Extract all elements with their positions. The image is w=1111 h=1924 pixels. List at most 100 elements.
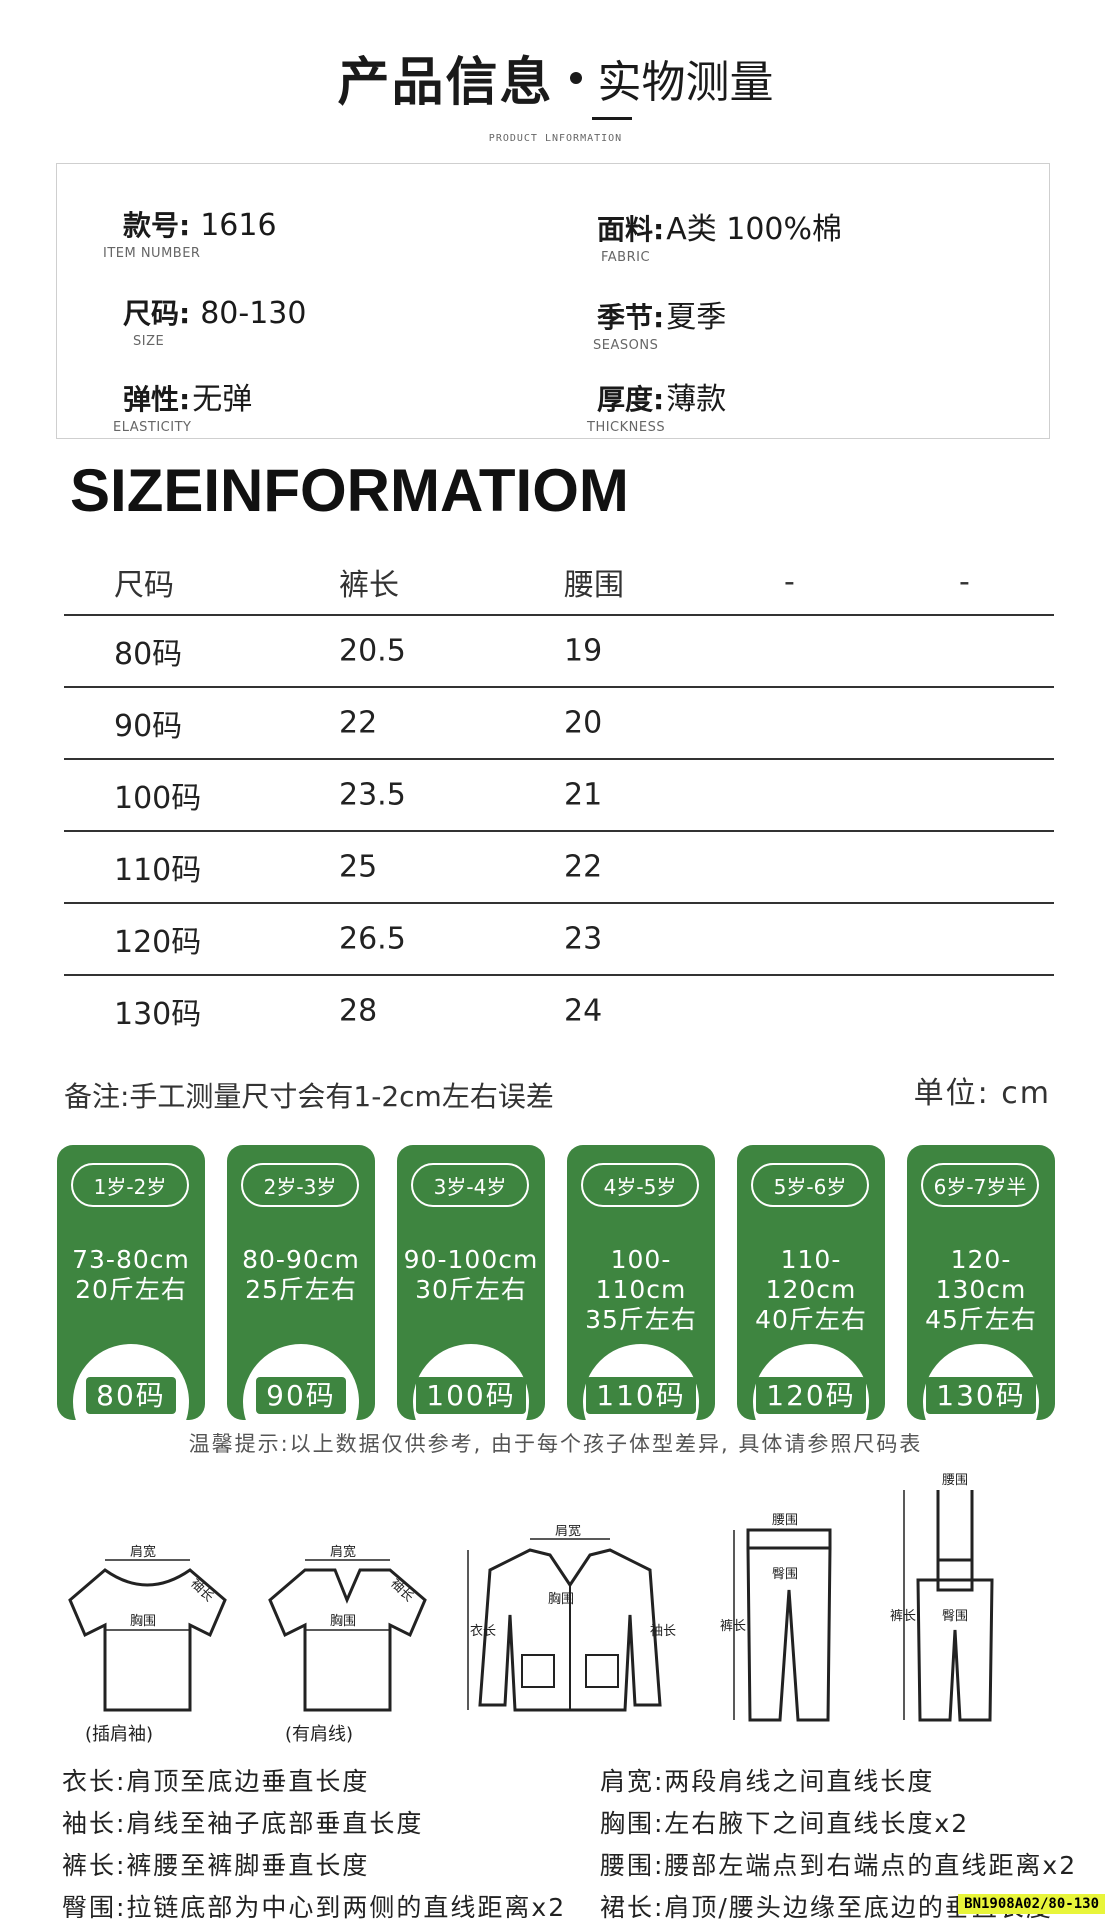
page-header: 产品信息 实物测量 PRODUCT LNFORMATION (0, 40, 1111, 144)
info-size: 尺码: 80-130 SIZE (123, 296, 307, 349)
product-info-box: 款号: 1616 ITEM NUMBER 面料:A类 100%棉 FABRIC 尺… (56, 163, 1050, 439)
sleeve-label: 袖长 (650, 1624, 676, 1639)
waist-cell: 19 (564, 633, 603, 669)
page-subtitle: 实物测量 (591, 46, 774, 120)
shoulder-width-label: 肩宽 (130, 1544, 156, 1560)
size-cell: 120码 (114, 925, 202, 960)
info-season: 季节:夏季 SEASONS (593, 300, 727, 353)
chest-label: 胸围 (548, 1592, 574, 1607)
chest-label: 胸围 (130, 1614, 156, 1629)
page-title-english: PRODUCT LNFORMATION (488, 133, 623, 144)
info-elasticity: 弹性:无弹 ELASTICITY (113, 382, 253, 435)
age-card: 6岁-7岁半 120-130cm 45斤左右 130码 (907, 1145, 1055, 1420)
waist-label: 腰围 (942, 1473, 968, 1488)
measurement-note: 备注:手工测量尺寸会有1-2cm左右误差 (64, 1080, 554, 1113)
product-code-badge: BN1908A02/80-130 (958, 1894, 1105, 1914)
card-size-label: 120码 (737, 1374, 885, 1414)
sleeve-label: 袖长 (187, 1576, 216, 1605)
overalls-diagram: 腰围 臀围 裤长 (890, 1470, 1020, 1734)
pants-length-cell: 26.5 (339, 921, 406, 957)
hip-label: 臀围 (772, 1567, 798, 1582)
shoulder-width-label: 肩宽 (555, 1525, 581, 1539)
body-length-label: 衣长 (470, 1623, 496, 1639)
height-weight: 100-110cm 35斤左右 (585, 1245, 697, 1334)
age-card: 3岁-4岁 90-100cm 30斤左右 100码 (397, 1145, 545, 1420)
raglan-caption: (插肩袖) (85, 1724, 154, 1745)
size-cell: 80码 (114, 637, 183, 672)
shoulder-width-label: 肩宽 (330, 1544, 356, 1560)
unit-label: 单位: cm (913, 1076, 1051, 1111)
sleeve-label: 袖长 (387, 1576, 416, 1605)
age-range-pill: 2岁-3岁 (241, 1163, 359, 1207)
size-cell: 130码 (114, 997, 202, 1032)
age-range-pill: 5岁-6岁 (751, 1163, 869, 1207)
def-sleeve-length: 袖长:肩线至袖子底部垂直长度 (62, 1809, 424, 1838)
raglan-tshirt-diagram: 肩宽 胸围 袖长 (插肩袖) (50, 1540, 240, 1745)
card-size-label: 100码 (397, 1374, 545, 1414)
def-pants-length: 裤长:裤腰至裤脚垂直长度 (62, 1851, 370, 1880)
page-title: 产品信息 (337, 53, 554, 113)
size-cell: 100码 (114, 781, 202, 816)
size-table: 尺码 裤长 腰围 - - 80码 20.5 19 90码 22 20 100码 … (64, 550, 1054, 1046)
def-body-length: 衣长:肩顶至底边垂直长度 (62, 1767, 370, 1796)
setin-tshirt-diagram: 肩宽 胸围 袖长 (有肩线) (250, 1540, 440, 1745)
waist-cell: 23 (564, 921, 603, 957)
pants-length-cell: 22 (339, 705, 378, 741)
height-weight: 110-120cm 40斤左右 (755, 1245, 867, 1334)
table-row: 90码 22 20 (64, 688, 1054, 760)
size-information-heading: SIZEINFORMATIOM (70, 457, 629, 524)
hip-label: 臀围 (942, 1609, 968, 1624)
table-header-cell: 腰围 (564, 568, 624, 603)
pants-length-label: 裤长 (720, 1619, 746, 1634)
info-item-number: 款号: 1616 ITEM NUMBER (103, 208, 277, 261)
info-fabric: 面料:A类 100%棉 FABRIC (597, 212, 843, 265)
pants-length-cell: 23.5 (339, 777, 406, 813)
age-card: 2岁-3岁 80-90cm 25斤左右 90码 (227, 1145, 375, 1420)
def-shoulder-width: 肩宽:两段肩线之间直线长度 (600, 1767, 935, 1796)
waist-label: 腰围 (772, 1513, 798, 1528)
age-size-cards: 1岁-2岁 73-80cm 20斤左右 80码 2岁-3岁 80-90cm 25… (57, 1145, 1057, 1420)
setin-caption: (有肩线) (285, 1724, 354, 1745)
table-row: 120码 26.5 23 (64, 904, 1054, 976)
size-cell: 110码 (114, 853, 202, 888)
table-row: 100码 23.5 21 (64, 760, 1054, 832)
reference-tip: 温馨提示:以上数据仅供参考, 由于每个孩子体型差异, 具体请参照尺码表 (188, 1432, 923, 1456)
chest-label: 胸围 (330, 1614, 356, 1629)
size-cell: 90码 (114, 709, 183, 744)
waist-cell: 21 (564, 777, 603, 813)
table-header-cell: - (784, 564, 795, 600)
pants-length-cell: 28 (339, 993, 378, 1029)
table-header-cell: 尺码 (114, 568, 174, 603)
table-row: 80码 20.5 19 (64, 616, 1054, 688)
age-range-pill: 3岁-4岁 (411, 1163, 529, 1207)
height-weight: 80-90cm 25斤左右 (242, 1245, 360, 1304)
height-weight: 73-80cm 20斤左右 (72, 1245, 190, 1304)
card-size-label: 90码 (227, 1374, 375, 1414)
waist-cell: 24 (564, 993, 603, 1029)
age-range-pill: 1岁-2岁 (71, 1163, 189, 1207)
waist-cell: 22 (564, 849, 603, 885)
def-waist: 腰围:腰部左端点到右端点的直线距离x2 (600, 1851, 1078, 1880)
def-chest: 胸围:左右腋下之间直线长度x2 (600, 1809, 970, 1838)
table-header-row: 尺码 裤长 腰围 - - (64, 550, 1054, 616)
height-weight: 120-130cm 45斤左右 (925, 1245, 1037, 1334)
age-card: 1岁-2岁 73-80cm 20斤左右 80码 (57, 1145, 205, 1420)
card-size-label: 130码 (907, 1374, 1055, 1414)
jacket-diagram: 肩宽 胸围 衣长 袖长 (460, 1523, 680, 1729)
pants-diagram: 腰围 臀围 裤长 (720, 1510, 850, 1734)
pants-length-label: 裤长 (890, 1609, 916, 1624)
info-thickness: 厚度:薄款 THICKNESS (587, 382, 727, 435)
age-range-pill: 6岁-7岁半 (921, 1163, 1039, 1207)
age-card: 5岁-6岁 110-120cm 40斤左右 120码 (737, 1145, 885, 1420)
table-header-cell: - (959, 564, 970, 600)
measurement-diagrams: 肩宽 胸围 袖长 (插肩袖) 肩宽 胸围 袖长 (有肩线) 肩宽 胸围 (50, 1470, 1061, 1750)
age-range-pill: 4岁-5岁 (581, 1163, 699, 1207)
waist-cell: 20 (564, 705, 603, 741)
age-card: 4岁-5岁 100-110cm 35斤左右 110码 (567, 1145, 715, 1420)
card-size-label: 110码 (567, 1374, 715, 1414)
card-size-label: 80码 (57, 1374, 205, 1414)
height-weight: 90-100cm 30斤左右 (403, 1245, 539, 1304)
table-row: 130码 28 24 (64, 976, 1054, 1046)
bullet-dot-icon (569, 71, 582, 84)
def-hip: 臀围:拉链底部为中心到两侧的直线距离x2 (62, 1893, 567, 1922)
